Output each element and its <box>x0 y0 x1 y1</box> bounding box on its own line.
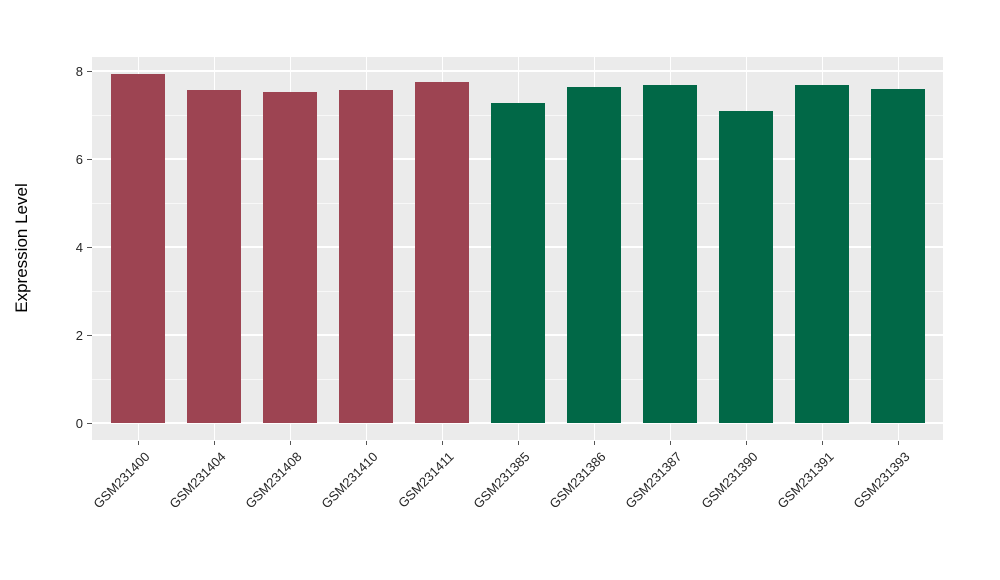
bar-GSM231408 <box>263 91 317 423</box>
y-tick-label-2: 2 <box>75 328 83 343</box>
x-tick-mark-GSM231385 <box>518 441 519 445</box>
bar-GSM231400 <box>111 74 165 423</box>
x-tick-label-text: GSM231393 <box>850 449 913 512</box>
x-tick-mark-GSM231393 <box>898 441 899 445</box>
x-tick-mark-GSM231404 <box>214 441 215 445</box>
bar-GSM231390 <box>719 111 773 423</box>
x-tick-label-text: GSM231390 <box>698 449 761 512</box>
bar-GSM231393 <box>871 88 925 423</box>
bar-GSM231391 <box>795 85 849 423</box>
x-tick-label-text: GSM231387 <box>622 449 685 512</box>
x-tick-label-text: GSM231391 <box>774 449 837 512</box>
x-tick-mark-GSM231400 <box>138 441 139 445</box>
y-tick-label-0: 0 <box>75 416 83 431</box>
x-tick-mark-GSM231390 <box>746 441 747 445</box>
y-tick-label-8: 8 <box>75 64 83 79</box>
y-tick-label-4: 4 <box>75 240 83 255</box>
x-tick-label-text: GSM231386 <box>546 449 609 512</box>
y-tick-mark-4 <box>87 247 92 248</box>
bar-GSM231387 <box>643 85 697 423</box>
x-tick-label-text: GSM231385 <box>470 449 533 512</box>
y-tick-mark-8 <box>87 71 92 72</box>
y-axis-title-text: Expression Level <box>12 183 31 313</box>
x-tick-mark-GSM231408 <box>290 441 291 445</box>
x-tick-label-text: GSM231400 <box>90 449 153 512</box>
x-tick-mark-GSM231387 <box>670 441 671 445</box>
x-tick-mark-GSM231391 <box>822 441 823 445</box>
y-tick-mark-6 <box>87 159 92 160</box>
x-tick-mark-GSM231386 <box>594 441 595 445</box>
y-tick-mark-2 <box>87 335 92 336</box>
bar-GSM231385 <box>491 103 545 423</box>
bar-GSM231404 <box>187 89 241 423</box>
x-tick-mark-GSM231410 <box>366 441 367 445</box>
bar-GSM231410 <box>339 89 393 423</box>
x-tick-label-text: GSM231411 <box>395 449 457 511</box>
y-tick-label-6: 6 <box>75 152 83 167</box>
x-tick-mark-GSM231411 <box>442 441 443 445</box>
y-tick-mark-0 <box>87 423 92 424</box>
bar-GSM231386 <box>567 86 621 423</box>
x-tick-label-text: GSM231408 <box>242 449 305 512</box>
x-tick-label-text: GSM231404 <box>166 449 229 512</box>
bar-GSM231411 <box>415 82 469 423</box>
plot-panel <box>92 57 943 440</box>
x-tick-label-text: GSM231410 <box>318 449 381 512</box>
